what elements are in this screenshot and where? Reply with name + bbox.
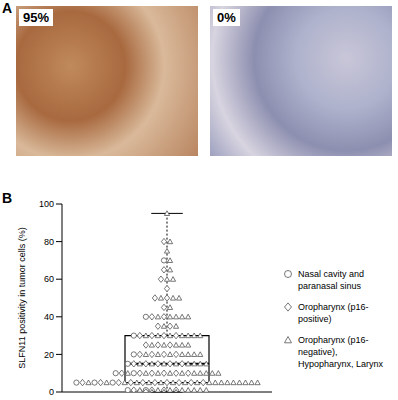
html-text:Oropharynx (p16-positive): Oropharynx (p16-positive) <box>298 302 369 324</box>
html-text:0%: 0% <box>217 10 236 25</box>
svg-text:40: 40 <box>44 312 54 322</box>
html-text:B: B <box>2 190 13 206</box>
svg-text:60: 60 <box>44 274 54 284</box>
svg-text:SLFN11 positivity in tumor cel: SLFN11 positivity in tumor cells (%) <box>17 227 27 368</box>
html-text:Oropharynx (p16-negative), Hyp: Oropharynx (p16-negative), Hypopharynx, … <box>298 335 383 369</box>
html-text:95%: 95% <box>23 10 49 25</box>
html-text:Nasal cavity and paranasal sin: Nasal cavity and paranasal sinus <box>298 269 364 291</box>
html-text:A: A <box>2 0 13 16</box>
svg-text:20: 20 <box>44 350 54 360</box>
svg-text:80: 80 <box>44 237 54 247</box>
svg-text:100: 100 <box>39 199 54 209</box>
svg-text:0: 0 <box>49 387 54 397</box>
